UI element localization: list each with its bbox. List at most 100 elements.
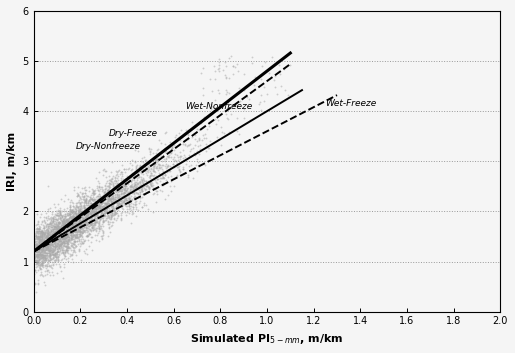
Point [110,178,118,184]
Point [105,195,113,201]
Point [54,237,62,243]
Point [90,188,98,194]
Point [76,232,84,237]
Point [78,210,86,216]
Point [77,199,85,205]
Point [62,229,70,235]
Point [61,231,69,237]
Point [168,143,177,149]
Point [70,210,78,215]
Point [53,234,61,240]
Point [145,186,153,191]
Point [64,230,73,236]
Point [49,259,58,265]
Point [46,249,55,254]
Point [88,214,96,220]
Point [107,197,115,203]
Point [31,242,39,247]
Point [84,206,93,211]
Point [199,133,207,138]
Point [31,239,39,245]
Point [251,74,260,80]
Point [38,236,46,241]
Point [34,234,42,239]
Point [99,216,107,221]
Point [33,242,42,247]
Point [142,178,150,184]
Point [71,220,79,226]
Point [206,138,214,144]
Point [33,257,41,263]
Point [75,228,83,233]
Point [128,170,136,176]
Point [39,244,47,250]
Point [49,252,58,258]
Point [63,241,71,246]
Point [216,124,225,130]
Point [92,209,100,214]
Point [106,229,114,235]
Point [37,255,45,261]
Point [32,242,41,247]
Point [90,221,98,227]
Point [95,225,104,230]
Point [124,178,132,184]
Point [146,149,154,155]
Point [33,257,42,263]
Point [103,210,111,215]
Point [88,207,96,212]
Point [114,203,122,209]
Point [81,214,89,220]
Point [45,247,53,253]
Point [112,168,121,174]
Point [133,187,141,192]
Point [68,207,76,213]
Point [123,187,131,193]
Point [108,196,116,202]
Point [74,219,82,225]
Point [98,236,107,242]
Point [40,238,48,244]
Point [110,205,118,211]
Point [41,256,49,262]
Point [56,227,64,233]
Point [38,263,46,269]
Point [126,205,134,211]
Point [125,203,133,209]
Point [56,209,64,214]
Point [98,207,107,212]
Point [44,236,52,242]
Point [73,223,81,229]
Point [72,211,80,217]
Point [131,179,139,185]
Point [107,194,115,199]
Point [132,185,140,190]
Point [33,251,41,257]
Point [132,163,140,169]
Point [74,228,82,234]
Point [33,244,42,249]
Point [219,67,227,73]
Point [149,173,158,179]
Point [66,235,75,241]
Point [159,180,167,185]
Point [32,243,41,249]
Point [53,249,61,255]
Point [74,204,82,210]
Point [36,229,44,234]
Point [32,244,41,250]
Point [45,246,54,252]
Point [100,203,109,208]
Point [110,199,118,205]
Point [50,235,58,240]
Point [37,269,45,274]
Point [87,220,95,226]
Point [60,261,68,267]
Point [70,239,78,245]
Point [65,227,74,233]
Point [121,202,129,208]
Point [56,216,64,221]
Point [150,163,159,169]
Point [57,234,65,239]
Point [35,239,43,244]
